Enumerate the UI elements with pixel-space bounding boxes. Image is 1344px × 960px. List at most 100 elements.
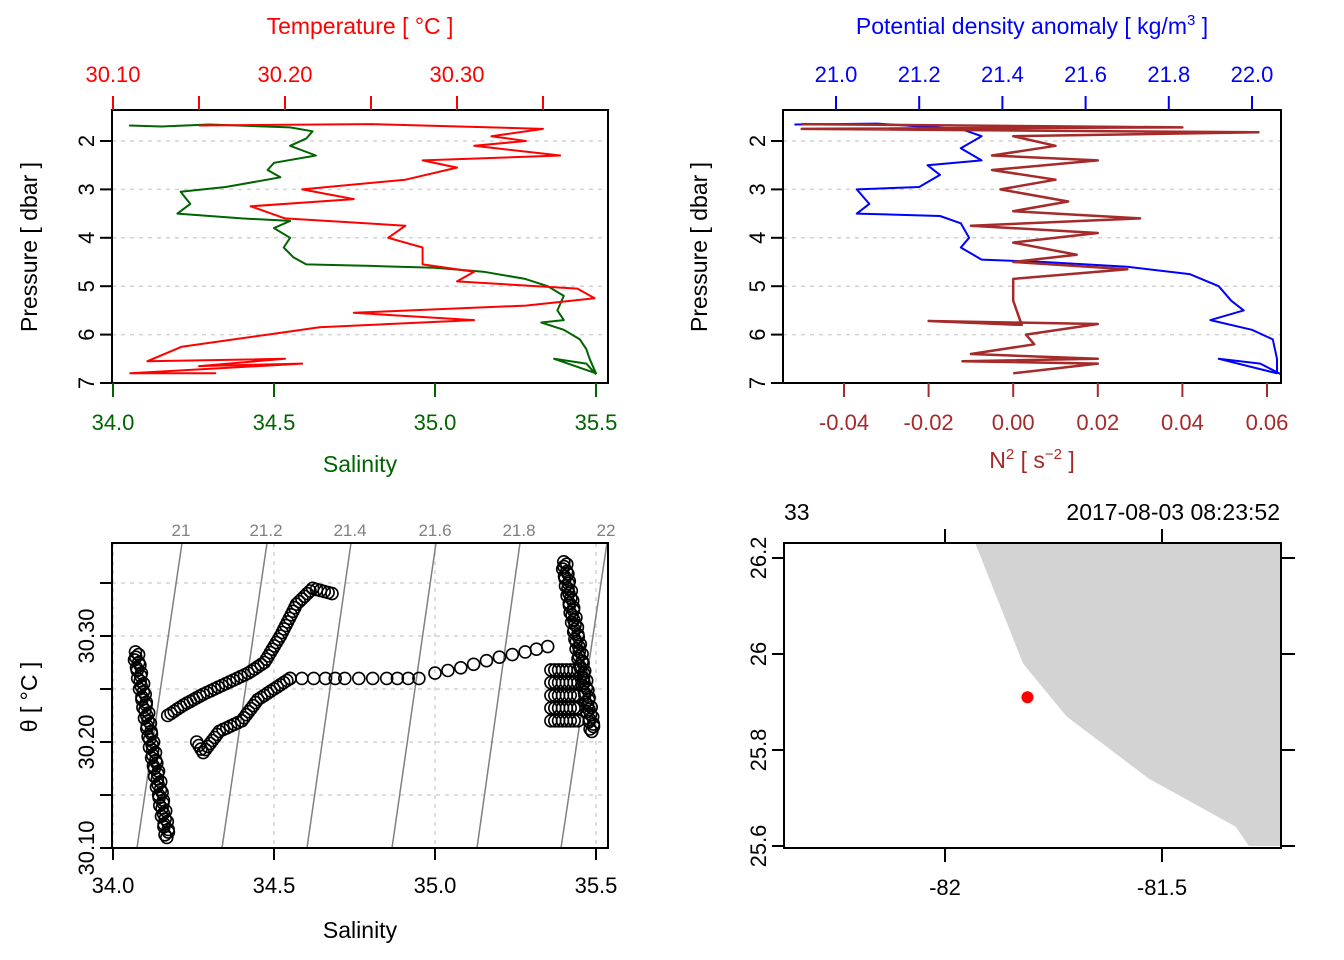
p1-pressure-tick-label: 7 [74,377,99,389]
p1-y-axis-title: Pressure [ dbar ] [16,162,42,332]
p2-top-axis-title-main: Potential density anomaly [ kg/m [856,13,1187,39]
p3-isopycnal-label: 21.2 [249,521,282,540]
p1-pressure-axis: 2 3 4 5 6 7 [74,135,112,389]
p3-data-point [318,671,333,686]
p1-salinity-tick-label: 34.0 [92,410,135,435]
p1-pressure-tick-label: 4 [74,232,99,244]
p3-data-point [529,642,544,657]
p3-data-point [453,660,468,675]
p4-lon-tick-label: -82 [929,875,961,900]
p2-n2-title-end: ] [1062,447,1075,473]
p3-data-point [280,673,294,688]
p1-series [129,123,597,375]
p3-data-point [563,688,578,703]
p1-salinity-tick-label: 35.5 [575,410,618,435]
p1-temperature-axis: 30.10 30.20 30.30 [85,62,544,110]
p3-isopycnal-line [221,543,268,848]
p4-land [975,543,1281,846]
p2-n2-tick-label: 0.06 [1246,410,1289,435]
p2-n2-title-sup2: −2 [1045,446,1062,463]
p2-pressure-tick-label: 5 [745,280,770,292]
p3-data-point [401,671,416,686]
p2-y-axis-title: Pressure [ dbar ] [686,162,712,332]
p3-isopycnal-label: 21 [172,521,191,540]
p3-data-point [261,649,276,663]
p3-isopycnal-line [391,543,437,848]
p3-data-point [269,635,284,650]
p4-axes: -82 -81.5 25.6 25.8 26 26.2 [746,529,1295,900]
p2-density-tick-label: 21.8 [1147,62,1190,87]
p4-station-id: 33 [784,499,810,525]
p3-isopycnal-label: 22 [597,521,616,540]
p4-frame [783,542,1282,849]
p3-data-point [428,666,442,680]
p2-n2-title-unit: [ s [1014,447,1045,473]
p3-salinity-tick-label: 34.0 [92,873,135,898]
p3-data-point [583,722,597,736]
p4-station [1021,691,1034,704]
p3-isopycnal-line [476,543,521,848]
p3-data-point [572,644,587,659]
p3-points [127,554,601,845]
p3-data-point [303,584,317,598]
p2-frame [782,109,1282,384]
p3-data-point [158,827,172,842]
p3-isopycnal-label: 21.8 [502,521,535,540]
p3-data-point [583,707,598,722]
p2-n2-tick-label: 0.04 [1161,410,1204,435]
p3-data-point [563,663,578,677]
p2-pressure-tick-label: 4 [745,232,770,244]
p3-data-point [337,671,352,686]
p1-pressure-tick-label: 2 [74,135,99,147]
p4-lat-tick-label: 26.2 [746,537,771,580]
p3-data-point [412,671,426,686]
p2-pressure-tick-label: 7 [745,377,770,389]
p1-pressure-tick-label: 6 [74,328,99,340]
panel-density-n2: 21.0 21.2 21.4 21.6 21.8 22.0 -0.04 -0.02 0.00 0… [686,12,1288,473]
p3-data-point [492,650,507,665]
p2-pressure-tick-label: 6 [745,328,770,340]
p2-density-tick-label: 21.2 [898,62,941,87]
p2-pressure-tick-label: 3 [745,183,770,195]
p3-frame [111,542,609,849]
p3-data-point [584,724,599,739]
p3-data-point [189,735,204,749]
p3-data-point [568,617,582,632]
p3-data-point [561,581,575,596]
p2-n2-tick-label: 0.00 [992,410,1035,435]
p3-data-point [505,647,520,662]
p3-data-point [145,737,159,752]
p3-data-point [328,671,343,686]
p4-lat-tick-label: 25.6 [746,825,771,868]
p3-data-point [150,766,165,781]
p3-isopycnal-labels: 21 21.2 21.4 21.6 21.8 22 [172,521,616,540]
p3-data-point [156,796,170,810]
p4-lat-tick-label: 26 [746,642,771,666]
p3-data-point [571,688,585,703]
p3-data-point [567,663,581,677]
p2-density-tick-label: 21.4 [981,62,1024,87]
p1-salinity-axis: 34.0 34.5 35.0 35.5 [92,383,618,435]
p3-data-point [161,825,176,839]
p1-series-salinity-line [129,123,597,375]
p3-salinity-tick-label: 34.5 [253,873,296,898]
p3-data-point [518,645,533,659]
p3-data-point [540,639,555,654]
p3-y-axis-title: θ [ °C ] [16,662,42,733]
panel-ts-diagram: 21 21.2 21.4 21.6 21.8 22 34.0 34.5 35.0 35.5 30… [16,521,617,943]
p3-isopycnals [136,543,608,848]
p4-lon-tick-label: -81.5 [1137,875,1187,900]
p3-theta-tick-label: 30.20 [74,714,99,769]
p2-density-tick-label: 21.6 [1064,62,1107,87]
p2-series-n2-line [800,122,1260,375]
p2-series-density-line [794,122,1282,376]
p2-top-axis-title: Potential density anomaly [ kg/m3 ] [856,12,1208,39]
p2-density-axis: 21.0 21.2 21.4 21.6 21.8 22.0 [815,62,1273,110]
p3-data-point [567,688,581,703]
p3-data-point [479,653,494,668]
p3-theta-axis: 30.10 30.20 30.30 [74,582,112,876]
p1-bottom-axis-title: Salinity [323,451,398,477]
panel-station-map: -82 -81.5 25.6 25.8 26 26.2 33 2017-08-03 08:… [746,499,1295,900]
p4-land-polygon [975,543,1281,846]
